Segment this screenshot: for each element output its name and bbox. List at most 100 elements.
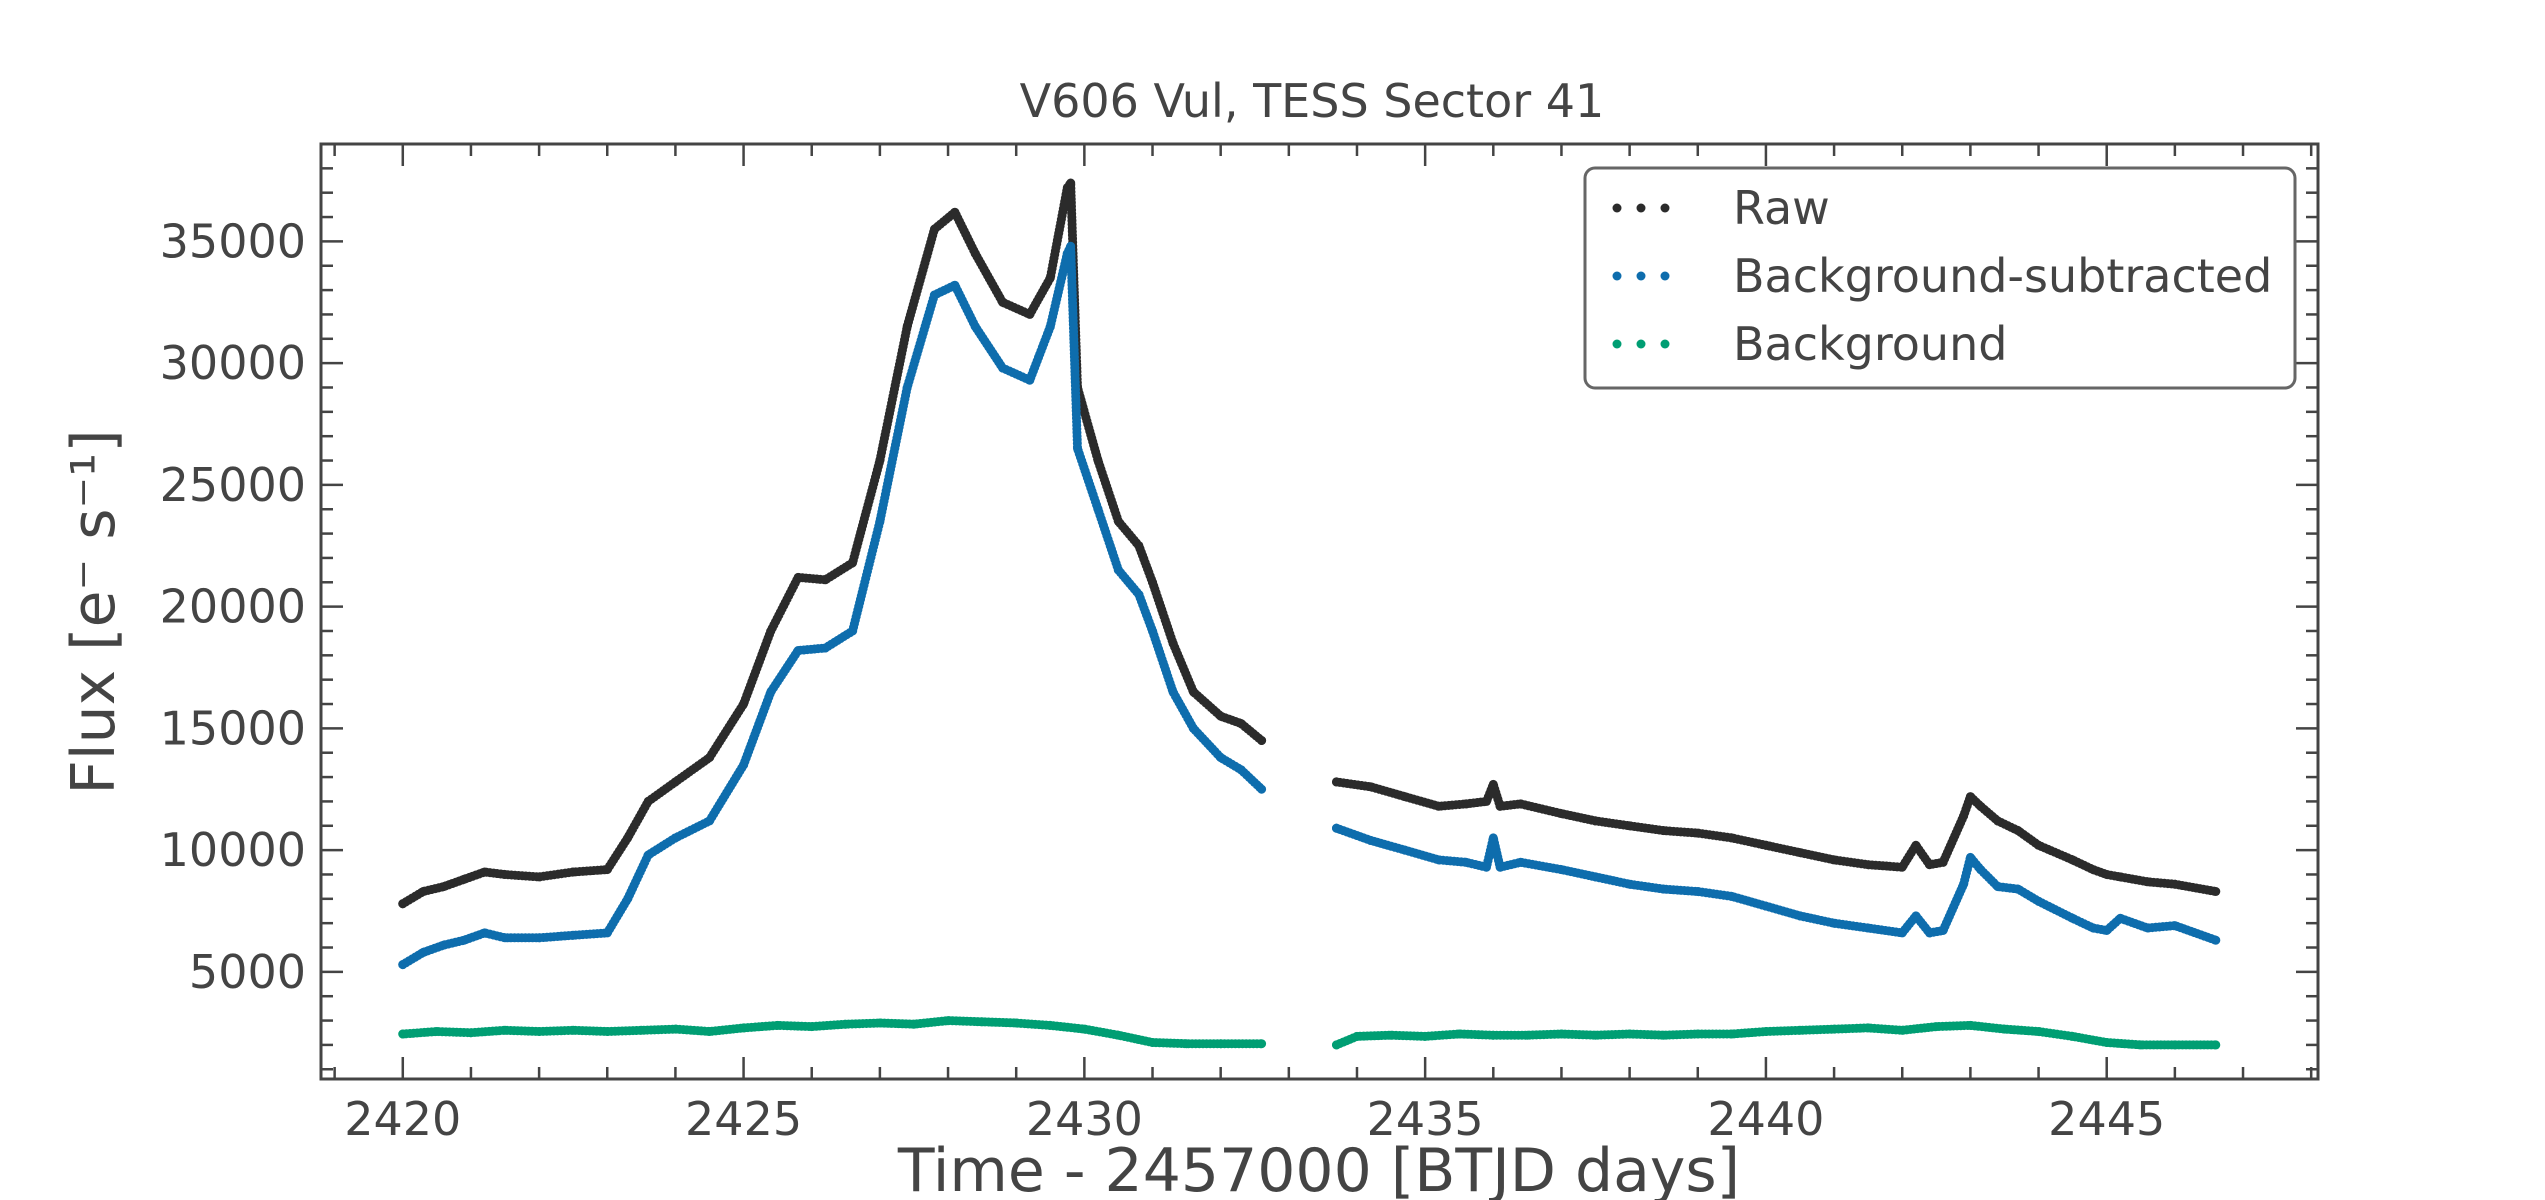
data-point xyxy=(1461,857,1471,867)
data-point xyxy=(950,280,960,290)
data-point xyxy=(1216,1039,1226,1049)
data-point xyxy=(1863,1023,1873,1033)
data-point xyxy=(1829,855,1839,865)
data-point xyxy=(1516,799,1526,809)
data-point xyxy=(1591,816,1600,826)
legend-marker xyxy=(1612,339,1622,349)
data-point xyxy=(1488,833,1498,843)
data-point xyxy=(2170,1040,2180,1050)
x-tick-label: 2435 xyxy=(1367,1092,1484,1146)
data-point xyxy=(1045,273,1055,283)
data-point xyxy=(1727,833,1737,843)
data-point xyxy=(1434,801,1444,811)
data-point xyxy=(875,516,885,526)
data-point xyxy=(1965,1020,1975,1030)
data-point xyxy=(1182,1039,1192,1049)
data-point xyxy=(1066,241,1076,251)
data-point xyxy=(1025,309,1035,319)
data-point xyxy=(739,760,749,770)
data-point xyxy=(1693,828,1703,838)
data-point xyxy=(1482,862,1491,872)
data-point xyxy=(773,1020,783,1030)
data-point xyxy=(2170,921,2180,931)
data-point xyxy=(2088,923,2098,933)
legend-label: Raw xyxy=(1733,181,1830,235)
x-tick-label: 2430 xyxy=(1026,1092,1143,1146)
legend-marker xyxy=(1612,271,1622,281)
data-point xyxy=(943,1016,953,1026)
data-point xyxy=(1959,811,1969,821)
data-point xyxy=(1897,928,1907,938)
data-point xyxy=(432,1027,442,1036)
data-point xyxy=(1332,823,1341,833)
data-point xyxy=(820,643,830,653)
data-point xyxy=(1148,1038,1157,1047)
data-point xyxy=(2102,1038,2112,1047)
x-tick-label: 2445 xyxy=(2048,1092,2165,1146)
data-point xyxy=(902,322,912,332)
data-point xyxy=(1011,1018,1021,1028)
data-point xyxy=(500,870,510,879)
data-point xyxy=(670,833,680,843)
series-background xyxy=(398,1016,2221,1050)
data-point xyxy=(1400,845,1410,855)
data-point xyxy=(1332,777,1341,787)
data-point xyxy=(636,1025,646,1035)
data-point xyxy=(1795,911,1805,921)
data-point xyxy=(1148,577,1157,587)
data-point xyxy=(1863,923,1873,933)
data-point xyxy=(2115,872,2125,882)
y-tick-label: 35000 xyxy=(160,214,306,268)
data-point xyxy=(1045,1020,1055,1030)
data-point xyxy=(766,626,776,636)
data-point xyxy=(623,894,633,904)
data-point xyxy=(820,575,830,585)
data-point xyxy=(2102,926,2112,935)
data-point xyxy=(1863,860,1873,870)
data-point xyxy=(1659,884,1669,894)
data-point xyxy=(1148,626,1157,636)
legend-marker xyxy=(1612,203,1622,213)
y-axis-label: Flux [e⁻ s⁻¹] xyxy=(59,429,129,794)
data-point xyxy=(1188,723,1198,733)
data-point xyxy=(1366,782,1376,792)
data-point xyxy=(848,558,858,568)
chart-title: V606 Vul, TESS Sector 41 xyxy=(1020,74,1605,128)
data-point xyxy=(1366,835,1376,845)
data-point xyxy=(1557,865,1566,875)
legend-label: Background-subtracted xyxy=(1733,249,2272,303)
data-point xyxy=(875,456,885,465)
data-point xyxy=(1257,784,1267,794)
data-point xyxy=(623,833,633,843)
data-point xyxy=(2115,913,2125,923)
data-point xyxy=(500,1025,510,1035)
data-point xyxy=(534,933,544,943)
legend-marker xyxy=(1660,271,1670,281)
x-axis-label: Time - 2457000 [BTJD days] xyxy=(897,1136,1740,1200)
data-point xyxy=(1938,926,1948,935)
data-point xyxy=(1911,840,1921,850)
data-point xyxy=(705,816,714,826)
data-point xyxy=(2034,896,2044,906)
legend-marker xyxy=(1636,271,1646,281)
data-point xyxy=(1976,801,1986,811)
data-point xyxy=(2211,1040,2221,1050)
data-point xyxy=(1400,792,1410,802)
data-point xyxy=(998,297,1008,307)
data-point xyxy=(1761,840,1771,850)
data-point xyxy=(2013,884,2023,894)
data-point xyxy=(1965,852,1975,862)
data-point xyxy=(1216,753,1226,763)
legend-marker xyxy=(1660,339,1670,349)
data-point xyxy=(602,928,612,938)
data-point xyxy=(1625,1029,1635,1039)
data-point xyxy=(1454,1029,1464,1039)
legend-marker xyxy=(1636,203,1646,213)
data-point xyxy=(705,753,714,763)
y-axis-ticks: 5000 10000 15000 20000 25000 30000 35000 xyxy=(160,167,2318,1071)
legend-entry: Background xyxy=(1612,317,2007,371)
data-point xyxy=(2034,1027,2044,1036)
data-point xyxy=(1134,590,1144,599)
data-point xyxy=(1188,687,1198,697)
data-point xyxy=(398,960,408,970)
